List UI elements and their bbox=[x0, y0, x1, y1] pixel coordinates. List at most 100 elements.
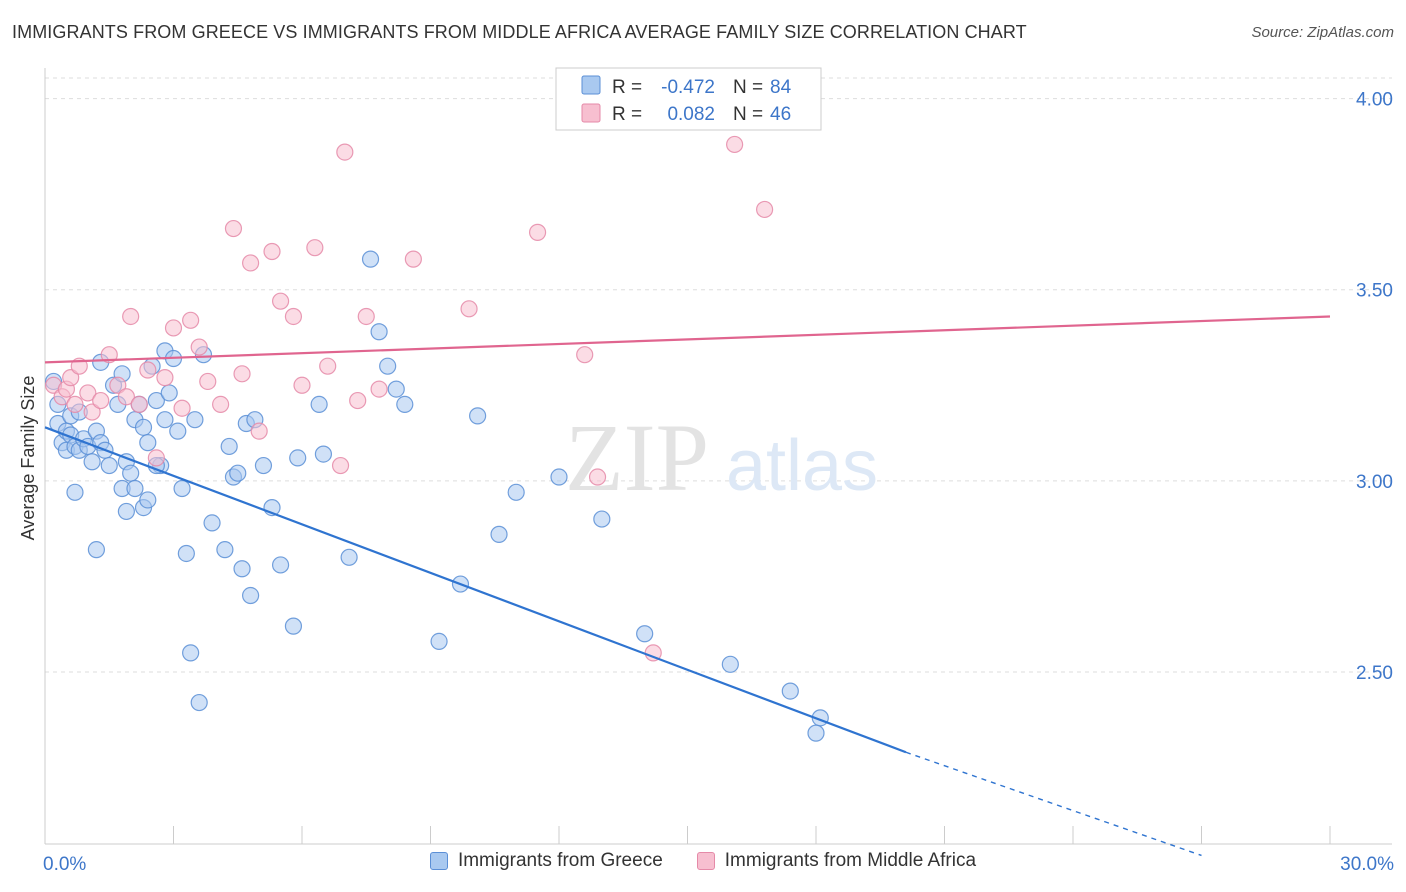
y-tick-label-0: 2.50 bbox=[1356, 663, 1393, 684]
point-greece-68 bbox=[370, 323, 388, 341]
trend-line-middle-africa bbox=[44, 315, 1331, 364]
legend-label-middle-africa: Immigrants from Middle Africa bbox=[724, 850, 977, 871]
point-middle-africa-3 bbox=[62, 369, 80, 387]
point-greece-35 bbox=[117, 502, 135, 521]
point-greece-62 bbox=[284, 617, 303, 635]
point-middle-africa-28 bbox=[271, 292, 290, 310]
series-legend: Immigrants from Greece Immigrants from M… bbox=[0, 850, 1406, 872]
point-greece-46 bbox=[182, 644, 200, 662]
y-axis-label: Average Family Size bbox=[18, 376, 38, 541]
point-greece-27 bbox=[139, 434, 157, 452]
point-greece-81 bbox=[781, 682, 799, 700]
point-greece-45 bbox=[177, 544, 195, 563]
y-tick-label-1: 3.00 bbox=[1356, 472, 1393, 493]
point-middle-africa-35 bbox=[349, 391, 367, 410]
point-middle-africa-16 bbox=[156, 369, 174, 387]
point-greece-23 bbox=[122, 464, 140, 482]
point-middle-africa-4 bbox=[66, 395, 84, 413]
point-greece-83 bbox=[807, 724, 825, 742]
point-greece-43 bbox=[169, 422, 187, 440]
point-greece-74 bbox=[469, 407, 487, 425]
point-middle-africa-41 bbox=[576, 346, 594, 364]
point-greece-71 bbox=[396, 395, 414, 413]
watermark-atlas: atlas bbox=[726, 426, 878, 506]
y-tick-label-3: 4.00 bbox=[1356, 90, 1393, 111]
point-greece-51 bbox=[216, 541, 234, 559]
point-middle-africa-23 bbox=[224, 219, 243, 238]
legend-swatch-greece-bottom bbox=[429, 852, 448, 870]
point-greece-79 bbox=[636, 625, 654, 643]
point-greece-44 bbox=[173, 479, 191, 498]
point-greece-65 bbox=[314, 445, 333, 463]
point-greece-38 bbox=[139, 491, 157, 509]
point-greece-36 bbox=[126, 479, 144, 498]
trend-line-greece bbox=[44, 426, 907, 754]
point-greece-72 bbox=[430, 632, 448, 650]
point-greece-48 bbox=[190, 693, 208, 712]
legend-item-middle-africa: Immigrants from Middle Africa bbox=[696, 850, 977, 872]
point-middle-africa-32 bbox=[319, 357, 337, 375]
series-greece-points bbox=[44, 250, 829, 742]
chart-title: IMMIGRANTS FROM GREECE VS IMMIGRANTS FRO… bbox=[12, 22, 1027, 42]
point-greece-57 bbox=[242, 586, 260, 605]
legend-swatch-greece bbox=[581, 75, 601, 95]
point-middle-africa-17 bbox=[164, 319, 183, 337]
point-greece-54 bbox=[229, 464, 247, 482]
point-greece-66 bbox=[340, 548, 358, 566]
point-middle-africa-44 bbox=[726, 135, 744, 154]
legend-r-label-middle-africa: R = bbox=[612, 104, 642, 125]
point-greece-55 bbox=[233, 560, 251, 578]
point-middle-africa-7 bbox=[83, 403, 101, 421]
point-middle-africa-14 bbox=[139, 361, 157, 379]
point-middle-africa-24 bbox=[233, 365, 251, 383]
correlation-legend: R = -0.472 N = 84 R = 0.082 N = 46 bbox=[555, 67, 822, 131]
point-middle-africa-40 bbox=[528, 223, 547, 241]
point-middle-africa-19 bbox=[182, 311, 200, 329]
point-greece-77 bbox=[550, 468, 568, 486]
point-middle-africa-11 bbox=[117, 388, 135, 406]
point-middle-africa-27 bbox=[263, 242, 281, 261]
point-middle-africa-12 bbox=[122, 307, 140, 326]
point-greece-31 bbox=[156, 411, 174, 429]
point-greece-61 bbox=[271, 556, 290, 574]
point-greece-50 bbox=[203, 514, 221, 532]
series-middle-africa-points bbox=[44, 135, 774, 662]
point-middle-africa-29 bbox=[284, 307, 303, 326]
point-middle-africa-25 bbox=[242, 254, 260, 272]
point-greece-13 bbox=[83, 453, 101, 471]
watermark: ZIP atlas bbox=[565, 404, 878, 511]
point-middle-africa-22 bbox=[212, 395, 230, 413]
point-middle-africa-45 bbox=[755, 200, 774, 219]
point-greece-41 bbox=[160, 384, 178, 402]
legend-n-value-middle-africa: 46 bbox=[770, 104, 791, 125]
legend-swatch-middle-africa bbox=[581, 103, 601, 123]
point-greece-64 bbox=[310, 395, 328, 413]
point-greece-32 bbox=[66, 483, 84, 501]
x-tick-label-1: 30.0% bbox=[1340, 854, 1394, 875]
watermark-zip: ZIP bbox=[565, 404, 709, 511]
point-greece-80 bbox=[721, 655, 739, 673]
point-greece-75 bbox=[490, 525, 508, 543]
point-greece-78 bbox=[593, 510, 611, 528]
point-middle-africa-38 bbox=[404, 250, 422, 268]
point-middle-africa-42 bbox=[588, 468, 607, 486]
axes bbox=[44, 68, 1392, 845]
point-middle-africa-15 bbox=[147, 449, 165, 467]
point-greece-52 bbox=[220, 437, 238, 456]
legend-n-label-greece: N = bbox=[733, 77, 763, 98]
point-middle-africa-34 bbox=[336, 143, 354, 161]
point-greece-29 bbox=[147, 391, 165, 410]
point-middle-africa-13 bbox=[130, 395, 148, 413]
point-greece-70 bbox=[387, 380, 405, 398]
legend-label-greece: Immigrants from Greece bbox=[457, 850, 663, 871]
source-label: Source: ZipAtlas.com bbox=[1251, 24, 1394, 41]
trend-line-greece-extension bbox=[905, 751, 1202, 857]
point-middle-africa-10 bbox=[109, 376, 127, 394]
legend-item-greece: Immigrants from Greece bbox=[429, 850, 663, 872]
point-middle-africa-20 bbox=[190, 338, 208, 356]
point-middle-africa-30 bbox=[293, 376, 311, 394]
point-greece-59 bbox=[254, 456, 273, 475]
point-middle-africa-26 bbox=[250, 422, 268, 440]
point-greece-67 bbox=[361, 250, 380, 268]
